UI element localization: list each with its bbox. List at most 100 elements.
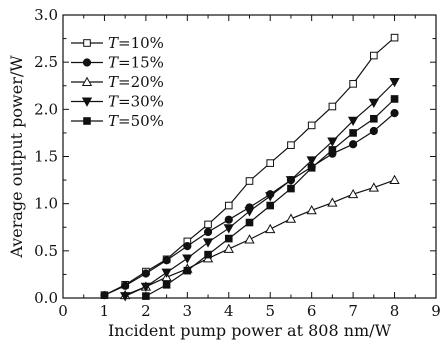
data-point: [370, 51, 378, 60]
legend-item: T=30%: [71, 93, 164, 111]
legend: T=10%T=15%T=20%T=30%T=50%: [71, 34, 164, 130]
data-point: [120, 292, 131, 302]
data-point: [265, 223, 276, 234]
axis-ticks: 0 1 2 3 4 5 6 7 8 9 0.0 0.5 1.0 1.5 2.0 2.5 3.0: [34, 6, 441, 320]
data-point: [306, 156, 317, 166]
data-point: [306, 204, 317, 215]
legend-label-italic: T: [108, 34, 119, 52]
data-point: [244, 207, 255, 217]
data-point: [202, 238, 214, 248]
data-point: [390, 33, 399, 42]
data-point: [307, 121, 316, 130]
y-tick-label: 1.0: [34, 195, 58, 213]
legend-label: T=30%: [108, 93, 164, 111]
series-4: [142, 95, 399, 300]
y-tick-label: 2.5: [34, 53, 58, 71]
legend-marker: [83, 39, 91, 47]
legend-item: T=50%: [71, 112, 164, 130]
x-tick-label: 7: [348, 302, 358, 320]
data-point: [368, 98, 379, 109]
data-point: [183, 242, 192, 251]
data-point: [141, 269, 150, 278]
data-point: [349, 80, 357, 88]
x-tick-label: 4: [224, 302, 234, 320]
data-point: [121, 281, 130, 290]
legend-marker: [81, 76, 93, 86]
legend-label-rest: =10%: [118, 34, 164, 52]
data-point: [347, 116, 359, 126]
legend-label-italic: T: [108, 93, 119, 111]
data-point: [224, 215, 233, 224]
data-point: [370, 114, 378, 123]
data-point: [161, 268, 172, 278]
legend-label: T=10%: [108, 34, 164, 52]
data-point: [182, 254, 193, 264]
data-point: [223, 243, 234, 253]
legend-label-italic: T: [108, 73, 119, 91]
legend-label: T=15%: [108, 54, 164, 72]
x-tick-label: 2: [141, 302, 151, 320]
data-point: [389, 78, 400, 88]
legend-item: T=15%: [71, 54, 164, 72]
data-point: [327, 137, 338, 147]
data-point: [244, 234, 255, 244]
data-point: [287, 184, 295, 193]
y-tick-label: 2.0: [34, 100, 58, 118]
data-point: [140, 282, 152, 293]
legend-label-rest: =15%: [118, 54, 164, 72]
data-point: [245, 177, 254, 185]
data-point: [287, 141, 295, 149]
data-point: [245, 218, 254, 227]
data-point: [204, 220, 212, 229]
x-tick-label: 9: [431, 302, 441, 320]
x-tick-label: 0: [58, 302, 68, 320]
data-point: [307, 164, 316, 172]
data-point: [327, 197, 338, 207]
data-point: [285, 176, 297, 186]
series-1: [100, 109, 399, 300]
legend-marker: [82, 58, 92, 67]
data-point: [266, 159, 275, 167]
data-point: [285, 213, 297, 223]
legend-label-rest: =50%: [118, 112, 164, 130]
data-point: [223, 224, 234, 234]
data-point: [389, 174, 400, 185]
data-point: [369, 126, 378, 136]
y-tick-label: 0.0: [34, 289, 58, 307]
data-point: [224, 201, 233, 210]
data-point: [183, 266, 192, 275]
legend-item: T=10%: [71, 34, 164, 52]
data-point: [142, 292, 150, 300]
x-tick-label: 1: [100, 302, 110, 320]
data-point: [265, 192, 276, 202]
y-tick-label: 1.5: [34, 148, 58, 166]
data-point: [162, 256, 171, 265]
data-point: [347, 188, 359, 199]
x-tick-label: 8: [390, 302, 400, 320]
legend-label: T=50%: [108, 112, 164, 130]
y-axis-title: Average output power/W: [7, 55, 26, 259]
legend-label: T=20%: [108, 73, 164, 91]
data-point: [266, 201, 275, 210]
legend-label-italic: T: [108, 112, 119, 130]
data-point: [390, 109, 399, 118]
data-point: [203, 227, 213, 237]
data-point: [349, 129, 357, 137]
data-point: [390, 95, 399, 103]
y-tick-label: 0.5: [34, 242, 58, 260]
data-point: [368, 182, 379, 192]
x-axis-title: Incident pump power at 808 nm/W: [108, 321, 392, 340]
series-2: [120, 174, 400, 300]
data-point: [328, 102, 337, 111]
legend-label-rest: =20%: [118, 73, 164, 91]
legend-marker: [81, 97, 93, 107]
data-point: [349, 140, 358, 149]
y-tick-label: 3.0: [34, 6, 58, 24]
data-point: [328, 146, 337, 154]
legend-label-italic: T: [108, 54, 119, 72]
legend-label-rest: =30%: [118, 93, 164, 111]
x-tick-label: 3: [183, 302, 193, 320]
x-tick-label: 6: [307, 302, 317, 320]
